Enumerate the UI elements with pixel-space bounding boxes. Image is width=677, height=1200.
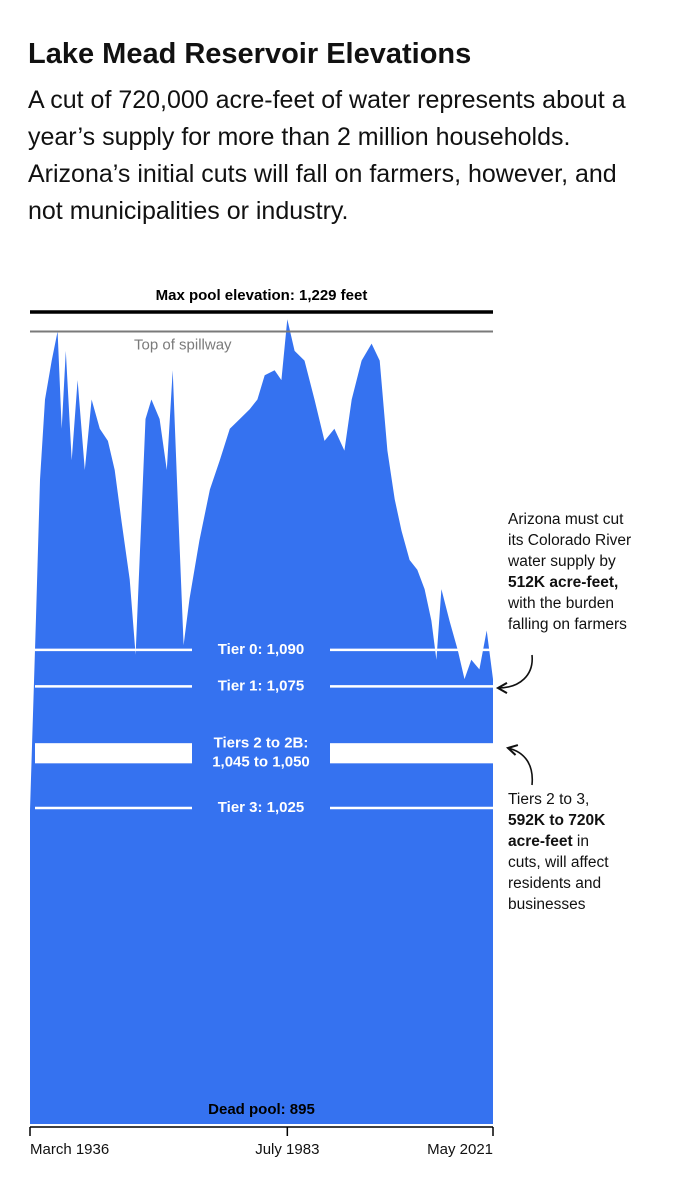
x-tick-label: May 2021 [427,1141,493,1158]
tier-band [330,743,495,764]
annotation-line: with the burden [507,595,614,612]
annotation-line: acre-feet in [508,833,589,850]
annotation-text: Arizona must cut [508,511,624,528]
annotation-line: Tiers 2 to 3, [508,791,589,808]
area [30,319,493,1124]
annotation-line: cuts, will affect [508,854,609,871]
x-tick-label: March 1936 [30,1141,109,1158]
tier-label: Tier 0: 1,090 [218,641,304,658]
annotation-text: residents and [508,875,601,892]
annotation-text: acre-feet [508,833,573,850]
annotation-line: 592K to 720K [508,812,606,829]
dead-pool-label: Dead pool: 895 [208,1101,315,1118]
annotation-line: Arizona must cut [508,511,624,528]
tier-label: 1,045 to 1,050 [212,754,310,771]
annotation-text: its Colorado River [508,532,631,549]
tier-band [35,743,192,764]
max-pool-label: Max pool elevation: 1,229 feet [156,287,368,304]
annotation-line: its Colorado River [508,532,631,549]
annotation-line: falling on farmers [508,616,627,633]
tier-label: Tiers 2 to 2B: [214,735,309,752]
annotation-line: 512K acre-feet, [508,574,618,591]
x-tick-label: July 1983 [255,1141,319,1158]
annotation-line: water supply by [507,553,616,570]
annotation-line: residents and [508,875,601,892]
annotation-text: falling on farmers [508,616,627,633]
title: Lake Mead Reservoir Elevations [28,38,472,70]
annotation-text: cuts, will affect [508,854,609,871]
subtitle: A cut of 720,000 acre-feet of water repr… [28,86,626,225]
arrow [495,654,533,695]
spillway-label: Top of spillway [134,336,232,353]
tier-label: Tier 1: 1,075 [218,677,304,694]
annotation-line: businesses [508,896,586,913]
annotation-text: in [573,833,589,850]
annotation-text: 512K acre-feet, [508,574,618,591]
arrow [505,744,534,786]
annotation-text: with the burden [507,595,614,612]
annotation-text: Tiers 2 to 3, [508,791,589,808]
annotation-text: 592K to 720K [508,812,606,829]
annotation-text: water supply by [507,553,616,570]
annotation-text: businesses [508,896,586,913]
tier-label: Tier 3: 1,025 [218,799,304,816]
